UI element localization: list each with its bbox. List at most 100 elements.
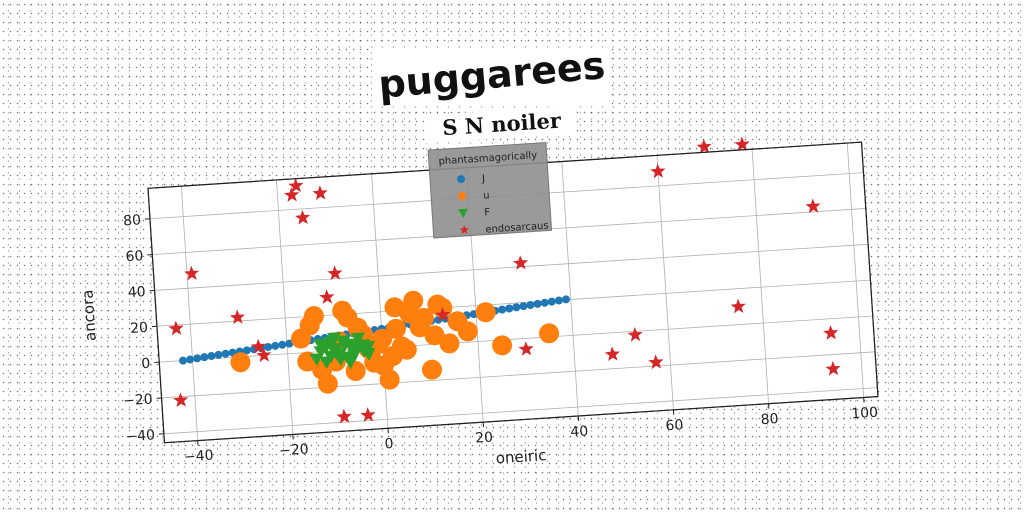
data-point (439, 333, 460, 354)
data-point (627, 326, 643, 342)
ticks: −40 −20 0 20 40 60 80 100 −40 −20 0 20 40 60 80 (123, 212, 879, 466)
data-point (825, 360, 841, 376)
data-point (319, 356, 334, 370)
data-point (193, 354, 202, 363)
data-point (230, 352, 251, 373)
data-point (805, 198, 821, 214)
data-point (186, 355, 195, 364)
data-point (540, 298, 549, 307)
x-axis-label: oneiric (495, 446, 547, 467)
data-point (512, 303, 521, 312)
data-point (435, 307, 451, 322)
legend-box (427, 141, 553, 239)
data-point (242, 346, 251, 355)
series-layer (168, 136, 841, 424)
y-gridline (156, 279, 871, 327)
data-point (561, 295, 570, 304)
series-f (309, 332, 376, 370)
data-point (327, 265, 343, 281)
legend-marker (459, 224, 470, 235)
data-point (547, 297, 556, 306)
data-point (200, 353, 209, 362)
data-point (285, 339, 294, 348)
data-point (512, 255, 529, 270)
data-point (284, 187, 300, 202)
legend-entry-label: F (484, 207, 491, 218)
data-point (518, 341, 534, 356)
subtitle-backdrop (423, 105, 576, 144)
legend-marker (458, 192, 467, 201)
data-point (361, 347, 376, 361)
x-gridline (846, 143, 865, 398)
x-gridline (180, 186, 199, 441)
x-tick-label: 20 (475, 430, 494, 447)
title-backdrop (372, 48, 610, 106)
x-gridline (656, 155, 674, 410)
data-point (475, 302, 496, 323)
data-point (299, 315, 320, 336)
data-point (457, 321, 478, 342)
data-point (313, 338, 328, 352)
data-point (294, 209, 311, 225)
y-axis-label: ancora (78, 289, 99, 342)
data-point (554, 296, 563, 305)
y-tick-label: 60 (125, 248, 144, 265)
data-point (207, 352, 216, 361)
data-point (519, 302, 528, 311)
legend-marker (457, 175, 466, 184)
data-point (336, 335, 351, 349)
data-point (336, 408, 352, 424)
x-gridline (276, 179, 294, 435)
y-tick-label: −20 (123, 392, 154, 410)
data-point (648, 354, 664, 370)
data-point (421, 359, 442, 380)
legend-entry-label: J (481, 174, 486, 185)
y-gridline (161, 351, 876, 399)
data-point (356, 339, 371, 353)
data-point (288, 177, 304, 193)
data-point (539, 323, 560, 344)
data-point (317, 373, 338, 394)
x-tick-label: 100 (851, 405, 879, 423)
data-point (271, 341, 280, 350)
data-point (173, 392, 189, 408)
data-point (168, 320, 184, 336)
data-point (229, 309, 245, 325)
data-point (526, 301, 535, 310)
y-tick-label: −40 (125, 427, 156, 445)
data-point (342, 356, 357, 370)
data-point (373, 355, 394, 376)
legend-entry-label: u (483, 190, 490, 201)
x-tick-label: 40 (570, 423, 589, 440)
data-point (347, 348, 362, 362)
data-point (492, 335, 513, 356)
data-point (264, 342, 273, 351)
x-gridline (751, 149, 769, 404)
data-point (214, 350, 223, 359)
data-point (696, 138, 712, 154)
data-point (385, 318, 406, 339)
series-endosarcaus (168, 136, 841, 424)
data-point (533, 299, 542, 308)
x-gridline (561, 161, 579, 417)
legend-marker (458, 208, 468, 218)
data-point (498, 305, 507, 314)
data-point (396, 339, 417, 360)
data-point (256, 347, 272, 363)
data-point (179, 356, 188, 365)
legend-entry-label: endosarcaus (485, 221, 549, 236)
data-point (312, 185, 328, 201)
data-point (327, 332, 342, 346)
data-point (424, 325, 445, 346)
x-tick-label: −20 (279, 441, 310, 459)
grid (149, 143, 878, 441)
data-point (403, 290, 424, 311)
y-tick-label: 0 (141, 356, 151, 373)
x-tick-label: −40 (184, 448, 215, 466)
data-point (183, 265, 200, 281)
data-point (413, 308, 434, 329)
data-point (278, 340, 287, 349)
